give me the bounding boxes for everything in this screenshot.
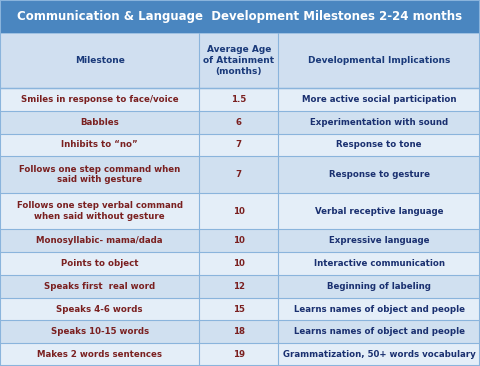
Text: Inhibits to “no”: Inhibits to “no” bbox=[61, 141, 138, 149]
Text: Follows one step verbal command
when said without gesture: Follows one step verbal command when sai… bbox=[17, 201, 182, 221]
Text: Speaks first  real word: Speaks first real word bbox=[44, 282, 155, 291]
Text: Speaks 10-15 words: Speaks 10-15 words bbox=[50, 327, 149, 336]
Bar bbox=[0, 252, 480, 275]
Text: Grammatization, 50+ words vocabulary: Grammatization, 50+ words vocabulary bbox=[283, 350, 476, 359]
Text: Makes 2 words sentences: Makes 2 words sentences bbox=[37, 350, 162, 359]
Text: Interactive communication: Interactive communication bbox=[314, 259, 444, 268]
Text: 19: 19 bbox=[233, 350, 245, 359]
Text: Developmental Implications: Developmental Implications bbox=[308, 56, 450, 65]
Text: 10: 10 bbox=[233, 236, 245, 245]
Bar bbox=[0, 0, 480, 33]
Text: Points to object: Points to object bbox=[61, 259, 138, 268]
Text: 10: 10 bbox=[233, 259, 245, 268]
Text: Milestone: Milestone bbox=[75, 56, 124, 65]
Text: Average Age
of Attainment
(months): Average Age of Attainment (months) bbox=[203, 45, 275, 76]
Text: 1.5: 1.5 bbox=[231, 95, 246, 104]
Text: Speaks 4-6 words: Speaks 4-6 words bbox=[56, 305, 143, 314]
Text: More active social participation: More active social participation bbox=[302, 95, 456, 104]
Text: 15: 15 bbox=[233, 305, 245, 314]
Bar bbox=[0, 33, 480, 88]
Text: 7: 7 bbox=[236, 170, 242, 179]
Text: Babbles: Babbles bbox=[80, 118, 119, 127]
Bar bbox=[0, 320, 480, 343]
Bar bbox=[0, 111, 480, 134]
Text: Expressive language: Expressive language bbox=[329, 236, 430, 245]
Text: Smiles in response to face/voice: Smiles in response to face/voice bbox=[21, 95, 179, 104]
Text: 7: 7 bbox=[236, 141, 242, 149]
Bar bbox=[0, 193, 480, 229]
Bar bbox=[0, 298, 480, 320]
Text: Learns names of object and people: Learns names of object and people bbox=[294, 305, 465, 314]
Bar bbox=[0, 343, 480, 366]
Text: Learns names of object and people: Learns names of object and people bbox=[294, 327, 465, 336]
Text: Response to tone: Response to tone bbox=[336, 141, 422, 149]
Bar bbox=[0, 229, 480, 252]
Bar bbox=[0, 88, 480, 111]
Text: 6: 6 bbox=[236, 118, 242, 127]
Text: Monosyllabic- mama/dada: Monosyllabic- mama/dada bbox=[36, 236, 163, 245]
Text: 12: 12 bbox=[233, 282, 245, 291]
Text: 18: 18 bbox=[233, 327, 245, 336]
Bar bbox=[0, 156, 480, 193]
Bar bbox=[0, 134, 480, 156]
Bar bbox=[0, 275, 480, 298]
Text: Follows one step command when
said with gesture: Follows one step command when said with … bbox=[19, 165, 180, 184]
Text: Response to gesture: Response to gesture bbox=[329, 170, 430, 179]
Text: Beginning of labeling: Beginning of labeling bbox=[327, 282, 431, 291]
Text: 10: 10 bbox=[233, 206, 245, 216]
Text: Experimentation with sound: Experimentation with sound bbox=[310, 118, 448, 127]
Text: Verbal receptive language: Verbal receptive language bbox=[315, 206, 444, 216]
Text: Communication & Language  Development Milestones 2-24 months: Communication & Language Development Mil… bbox=[17, 10, 463, 23]
